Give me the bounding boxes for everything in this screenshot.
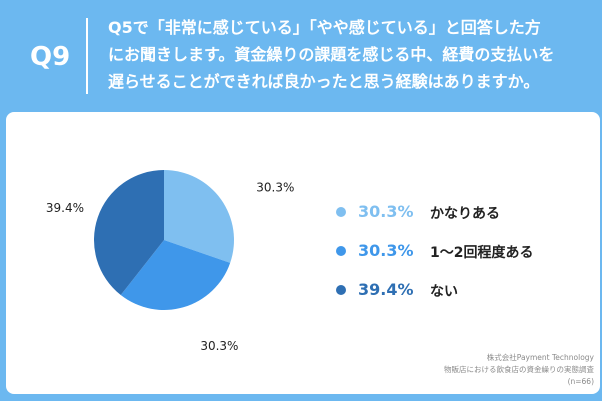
legend-item-kanari: 30.3% かなりある <box>336 200 576 224</box>
pie-slice-1 <box>164 170 235 263</box>
source-company: 株式会社Payment Technology <box>486 353 594 362</box>
pie-data-label-1: 30.3% <box>256 180 294 194</box>
legend-swatch <box>336 207 346 217</box>
pie-data-label-3: 39.4% <box>46 201 84 215</box>
source-sample: (n=66) <box>567 377 594 386</box>
brand-logo: リサピー <box>10 376 78 395</box>
question-text: Q5で「非常に感じている」「やや感じている」と回答した方 にお聞きします。資金繰… <box>108 18 555 91</box>
legend-label: かなりある <box>430 206 500 222</box>
header-divider <box>86 18 88 94</box>
pie-data-label-2: 30.3% <box>200 339 238 353</box>
brand-name: リサピー <box>26 380 79 395</box>
source-survey: 物販店における飲食店の資金繰りの実態調査 <box>444 365 594 374</box>
legend-value: 30.3% <box>358 202 414 221</box>
legend-label: 1〜2回程度ある <box>430 245 534 261</box>
legend-item-1-2kai: 30.3% 1〜2回程度ある <box>336 239 576 263</box>
legend-value: 39.4% <box>358 280 414 299</box>
legend-swatch <box>336 246 346 256</box>
question-number: Q9 <box>30 42 71 72</box>
pie-slice-3 <box>94 170 164 296</box>
legend-label: ない <box>430 284 458 300</box>
search-icon <box>10 380 23 393</box>
legend-swatch <box>336 285 346 295</box>
legend-value: 30.3% <box>358 241 414 260</box>
legend-item-nai: 39.4% ない <box>336 278 576 302</box>
header: Q9 Q5で「非常に感じている」「やや感じている」と回答した方 にお聞きします。… <box>0 0 602 112</box>
source-note: 株式会社Payment Technology 物販店における飲食店の資金繰りの実… <box>444 352 594 388</box>
pie-slice-2 <box>120 240 231 310</box>
